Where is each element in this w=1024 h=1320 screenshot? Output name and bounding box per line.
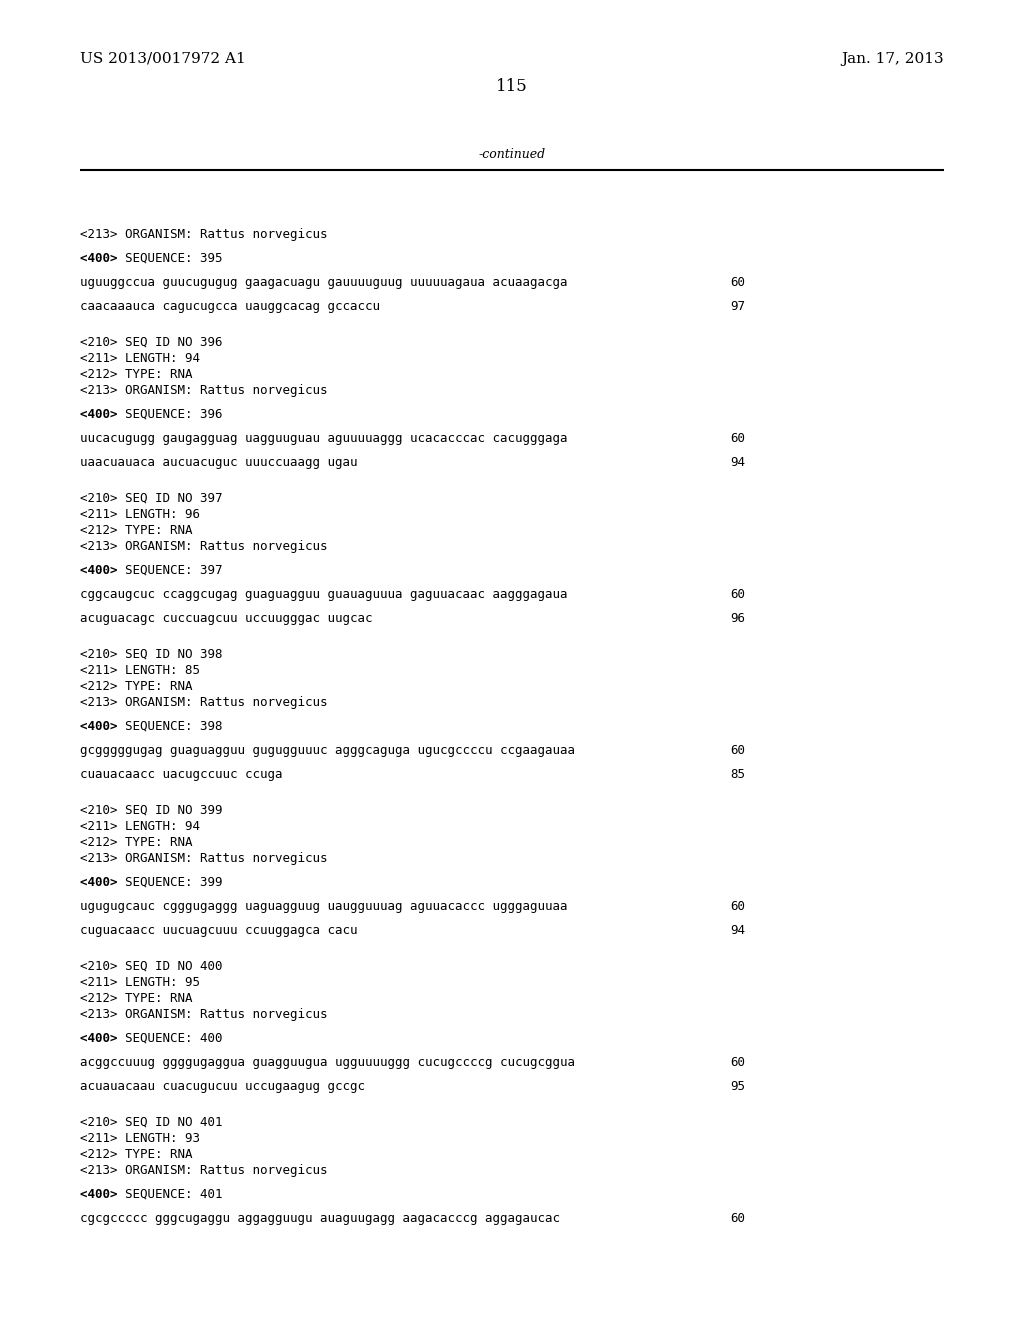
Text: SEQUENCE: 396: SEQUENCE: 396 xyxy=(125,408,222,421)
Text: <213> ORGANISM: Rattus norvegicus: <213> ORGANISM: Rattus norvegicus xyxy=(80,696,328,709)
Text: 95: 95 xyxy=(730,1080,745,1093)
Text: <210> SEQ ID NO 398: <210> SEQ ID NO 398 xyxy=(80,648,222,661)
Text: gcgggggugag guaguagguu gugugguuuc agggcaguga ugucgccccu ccgaagauaa: gcgggggugag guaguagguu gugugguuuc agggca… xyxy=(80,744,575,756)
Text: <213> ORGANISM: Rattus norvegicus: <213> ORGANISM: Rattus norvegicus xyxy=(80,1164,328,1177)
Text: US 2013/0017972 A1: US 2013/0017972 A1 xyxy=(80,51,246,66)
Text: <400>: <400> xyxy=(80,719,125,733)
Text: <400>: <400> xyxy=(80,408,125,421)
Text: <211> LENGTH: 96: <211> LENGTH: 96 xyxy=(80,508,200,521)
Text: 60: 60 xyxy=(730,744,745,756)
Text: cuauacaacc uacugccuuc ccuga: cuauacaacc uacugccuuc ccuga xyxy=(80,768,283,781)
Text: Jan. 17, 2013: Jan. 17, 2013 xyxy=(842,51,944,66)
Text: <400>: <400> xyxy=(80,876,125,888)
Text: 97: 97 xyxy=(730,300,745,313)
Text: SEQUENCE: 401: SEQUENCE: 401 xyxy=(125,1188,222,1201)
Text: <211> LENGTH: 93: <211> LENGTH: 93 xyxy=(80,1133,200,1144)
Text: SEQUENCE: 398: SEQUENCE: 398 xyxy=(125,719,222,733)
Text: <210> SEQ ID NO 399: <210> SEQ ID NO 399 xyxy=(80,804,222,817)
Text: 60: 60 xyxy=(730,900,745,913)
Text: <400>: <400> xyxy=(80,1188,125,1201)
Text: SEQUENCE: 397: SEQUENCE: 397 xyxy=(125,564,222,577)
Text: 115: 115 xyxy=(496,78,528,95)
Text: <213> ORGANISM: Rattus norvegicus: <213> ORGANISM: Rattus norvegicus xyxy=(80,540,328,553)
Text: <212> TYPE: RNA: <212> TYPE: RNA xyxy=(80,368,193,381)
Text: 96: 96 xyxy=(730,612,745,624)
Text: acggccuuug ggggugaggua guagguugua ugguuuuggg cucugccccg cucugcggua: acggccuuug ggggugaggua guagguugua ugguuu… xyxy=(80,1056,575,1069)
Text: <212> TYPE: RNA: <212> TYPE: RNA xyxy=(80,524,193,537)
Text: acuauacaau cuacugucuu uccugaagug gccgc: acuauacaau cuacugucuu uccugaagug gccgc xyxy=(80,1080,365,1093)
Text: <210> SEQ ID NO 396: <210> SEQ ID NO 396 xyxy=(80,337,222,348)
Text: 94: 94 xyxy=(730,455,745,469)
Text: <210> SEQ ID NO 401: <210> SEQ ID NO 401 xyxy=(80,1115,222,1129)
Text: ugugugcauc cgggugaggg uaguagguug uaugguuuag aguuacaccc ugggaguuaa: ugugugcauc cgggugaggg uaguagguug uaugguu… xyxy=(80,900,567,913)
Text: 60: 60 xyxy=(730,1056,745,1069)
Text: <210> SEQ ID NO 400: <210> SEQ ID NO 400 xyxy=(80,960,222,973)
Text: 60: 60 xyxy=(730,276,745,289)
Text: <211> LENGTH: 85: <211> LENGTH: 85 xyxy=(80,664,200,677)
Text: SEQUENCE: 395: SEQUENCE: 395 xyxy=(125,252,222,265)
Text: <210> SEQ ID NO 397: <210> SEQ ID NO 397 xyxy=(80,492,222,506)
Text: cgcgccccc gggcugaggu aggagguugu auaguugagg aagacacccg aggagaucac: cgcgccccc gggcugaggu aggagguugu auaguuga… xyxy=(80,1212,560,1225)
Text: <212> TYPE: RNA: <212> TYPE: RNA xyxy=(80,680,193,693)
Text: <213> ORGANISM: Rattus norvegicus: <213> ORGANISM: Rattus norvegicus xyxy=(80,228,328,242)
Text: -continued: -continued xyxy=(478,148,546,161)
Text: uucacugugg gaugagguag uagguuguau aguuuuaggg ucacacccac cacugggaga: uucacugugg gaugagguag uagguuguau aguuuua… xyxy=(80,432,567,445)
Text: <212> TYPE: RNA: <212> TYPE: RNA xyxy=(80,1148,193,1162)
Text: <213> ORGANISM: Rattus norvegicus: <213> ORGANISM: Rattus norvegicus xyxy=(80,851,328,865)
Text: uguuggccua guucugugug gaagacuagu gauuuuguug uuuuuagaua acuaagacga: uguuggccua guucugugug gaagacuagu gauuuug… xyxy=(80,276,567,289)
Text: SEQUENCE: 399: SEQUENCE: 399 xyxy=(125,876,222,888)
Text: 60: 60 xyxy=(730,587,745,601)
Text: <212> TYPE: RNA: <212> TYPE: RNA xyxy=(80,836,193,849)
Text: caacaaauca cagucugcca uauggcacag gccaccu: caacaaauca cagucugcca uauggcacag gccaccu xyxy=(80,300,380,313)
Text: <212> TYPE: RNA: <212> TYPE: RNA xyxy=(80,993,193,1005)
Text: <213> ORGANISM: Rattus norvegicus: <213> ORGANISM: Rattus norvegicus xyxy=(80,1008,328,1020)
Text: SEQUENCE: 400: SEQUENCE: 400 xyxy=(125,1032,222,1045)
Text: <400>: <400> xyxy=(80,1032,125,1045)
Text: <400>: <400> xyxy=(80,252,125,265)
Text: uaacuauaca aucuacuguc uuuccuaagg ugau: uaacuauaca aucuacuguc uuuccuaagg ugau xyxy=(80,455,357,469)
Text: cuguacaacc uucuagcuuu ccuuggagca cacu: cuguacaacc uucuagcuuu ccuuggagca cacu xyxy=(80,924,357,937)
Text: <211> LENGTH: 94: <211> LENGTH: 94 xyxy=(80,820,200,833)
Text: <211> LENGTH: 94: <211> LENGTH: 94 xyxy=(80,352,200,366)
Text: acuguacagc cuccuagcuu uccuugggac uugcac: acuguacagc cuccuagcuu uccuugggac uugcac xyxy=(80,612,373,624)
Text: 60: 60 xyxy=(730,432,745,445)
Text: 94: 94 xyxy=(730,924,745,937)
Text: 60: 60 xyxy=(730,1212,745,1225)
Text: cggcaugcuc ccaggcugag guaguagguu guauaguuua gaguuacaac aagggagaua: cggcaugcuc ccaggcugag guaguagguu guauagu… xyxy=(80,587,567,601)
Text: <211> LENGTH: 95: <211> LENGTH: 95 xyxy=(80,975,200,989)
Text: 85: 85 xyxy=(730,768,745,781)
Text: <400>: <400> xyxy=(80,564,125,577)
Text: <213> ORGANISM: Rattus norvegicus: <213> ORGANISM: Rattus norvegicus xyxy=(80,384,328,397)
